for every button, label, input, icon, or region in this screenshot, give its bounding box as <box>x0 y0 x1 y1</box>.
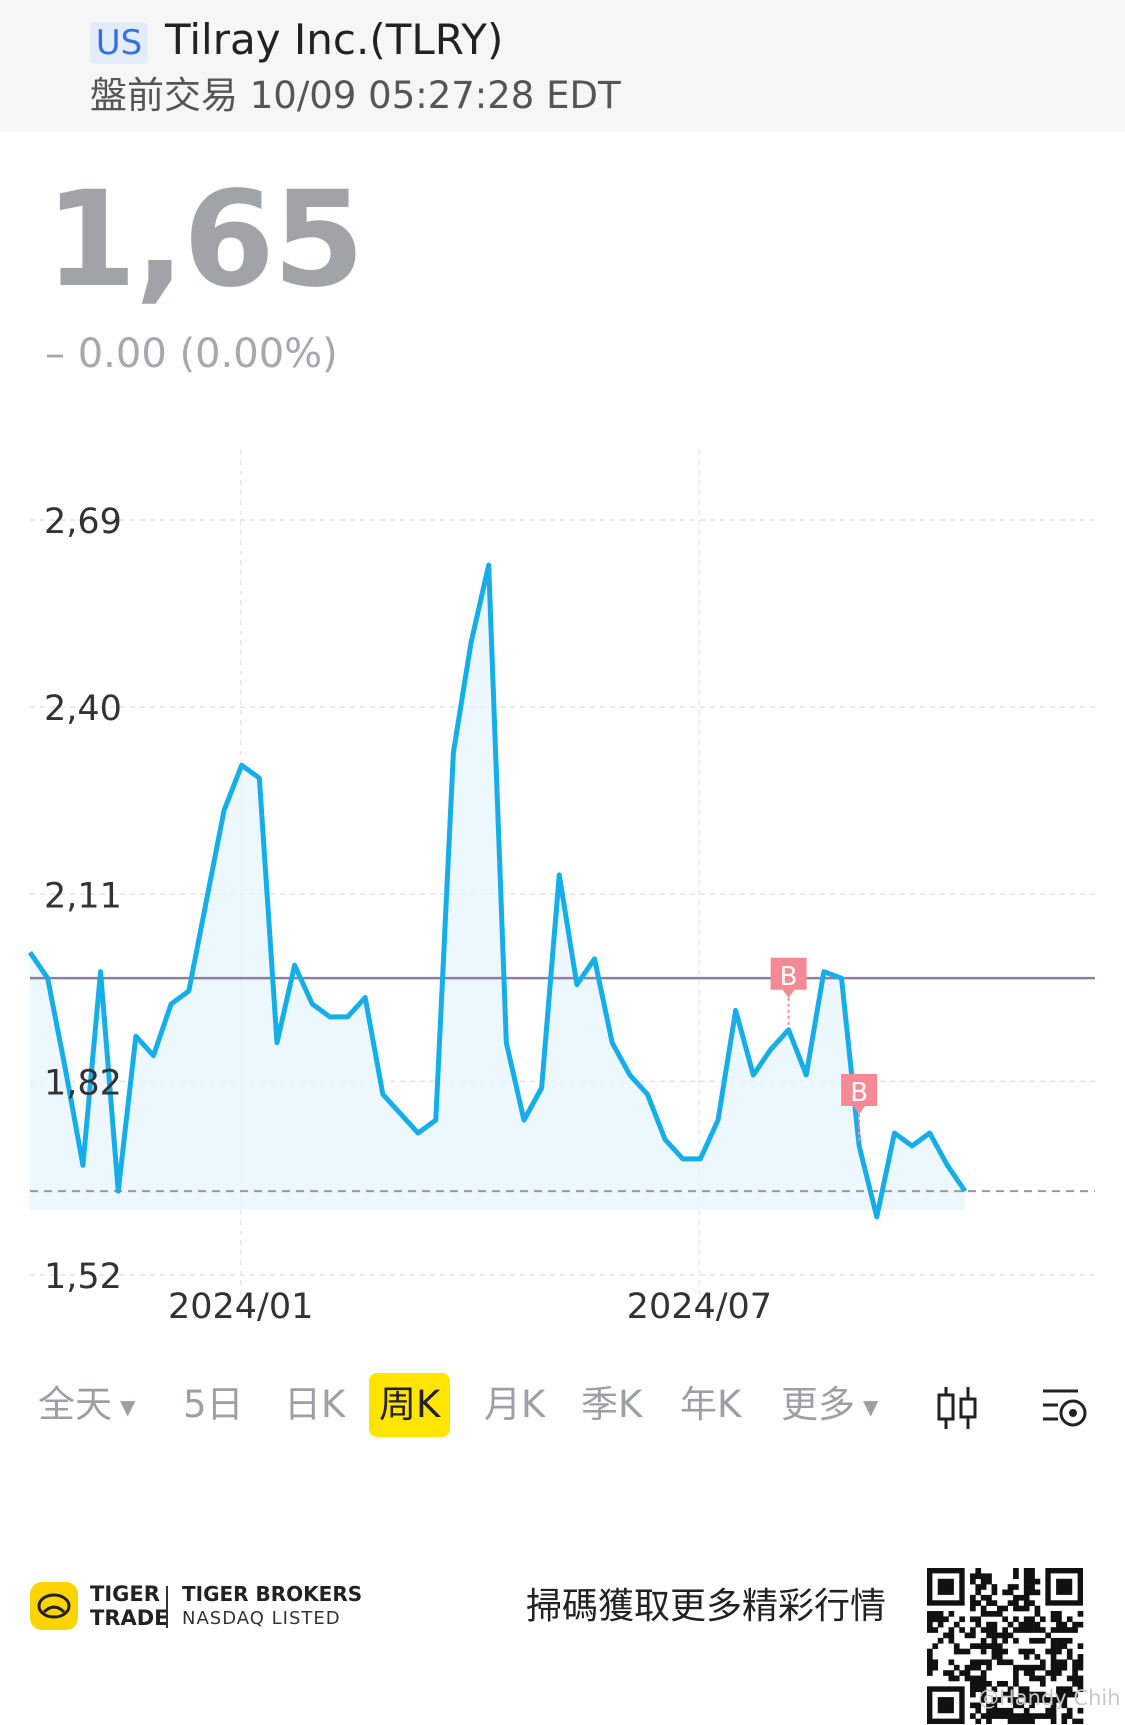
tab-weekly-k[interactable]: 周K <box>369 1373 451 1437</box>
tab-more[interactable]: 更多 ▼ <box>781 1373 878 1437</box>
price-chart[interactable]: B B 2,69 2,40 2,11 1,82 1,52 2024/01 2024/07 <box>0 440 1125 1340</box>
x-tick-label: 2024/07 <box>627 1287 772 1327</box>
x-tick-label: 2024/01 <box>168 1287 313 1327</box>
tiger-logo-icon <box>30 1582 78 1630</box>
current-price: 1,65 <box>45 163 365 317</box>
price-area <box>30 565 965 1217</box>
y-tick-label: 2,69 <box>44 502 122 542</box>
qr-code-icon[interactable] <box>918 1568 1092 1724</box>
tab-monthly-k[interactable]: 月K <box>484 1383 546 1426</box>
brand-line-2: TRADE <box>90 1606 169 1630</box>
watermark: @Handy Chih <box>978 1686 1121 1710</box>
candlestick-icon[interactable] <box>934 1383 980 1433</box>
divider <box>166 1586 168 1628</box>
brand-line-1: TIGER <box>90 1582 160 1606</box>
stock-name: Tilray Inc.(TLRY) <box>165 15 504 64</box>
tab-daily-k[interactable]: 日K <box>284 1383 346 1426</box>
buy-marker-label: B <box>850 1078 868 1108</box>
tab-all-day[interactable]: 全天 ▼ <box>38 1373 135 1437</box>
tab-label: 全天 <box>38 1383 112 1426</box>
promo-text: 掃碼獲取更多精彩行情 <box>526 1586 887 1627</box>
header: US Tilray Inc.(TLRY) 盤前交易 10/09 05:27:28… <box>0 0 1125 132</box>
chevron-down-icon: ▼ <box>120 1394 136 1419</box>
nasdaq-label: NASDAQ LISTED <box>182 1608 341 1629</box>
price-line <box>27 562 968 1220</box>
buy-marker[interactable]: B <box>770 957 807 1026</box>
tiger-trade-wordmark: TIGER TRADE <box>90 1582 169 1630</box>
tab-quarterly-k[interactable]: 季K <box>581 1383 643 1426</box>
footer: TIGER TRADE TIGER BROKERS NASDAQ LISTED … <box>0 1560 1125 1725</box>
tab-label: 更多 <box>781 1383 855 1426</box>
market-badge: US <box>90 22 148 64</box>
tab-yearly-k[interactable]: 年K <box>680 1383 742 1426</box>
price-change: – 0.00 (0.00%) <box>45 331 338 377</box>
buy-marker-label: B <box>780 962 798 992</box>
buy-marker[interactable]: B <box>841 1073 878 1142</box>
brokers-label: TIGER BROKERS <box>182 1582 363 1606</box>
y-tick-label: 2,40 <box>44 689 122 729</box>
tab-5-day[interactable]: 5日 <box>183 1383 244 1426</box>
period-toolbar: 全天 ▼ 5日 日K 周K 月K 季K 年K 更多 ▼ <box>0 1373 1125 1443</box>
y-tick-label: 2,11 <box>44 876 122 916</box>
y-tick-label: 1,82 <box>44 1063 122 1103</box>
chevron-down-icon: ▼ <box>863 1394 879 1419</box>
session-time: 盤前交易 10/09 05:27:28 EDT <box>90 74 621 117</box>
chart-settings-icon[interactable] <box>1040 1383 1090 1433</box>
y-tick-label: 1,52 <box>44 1257 122 1297</box>
